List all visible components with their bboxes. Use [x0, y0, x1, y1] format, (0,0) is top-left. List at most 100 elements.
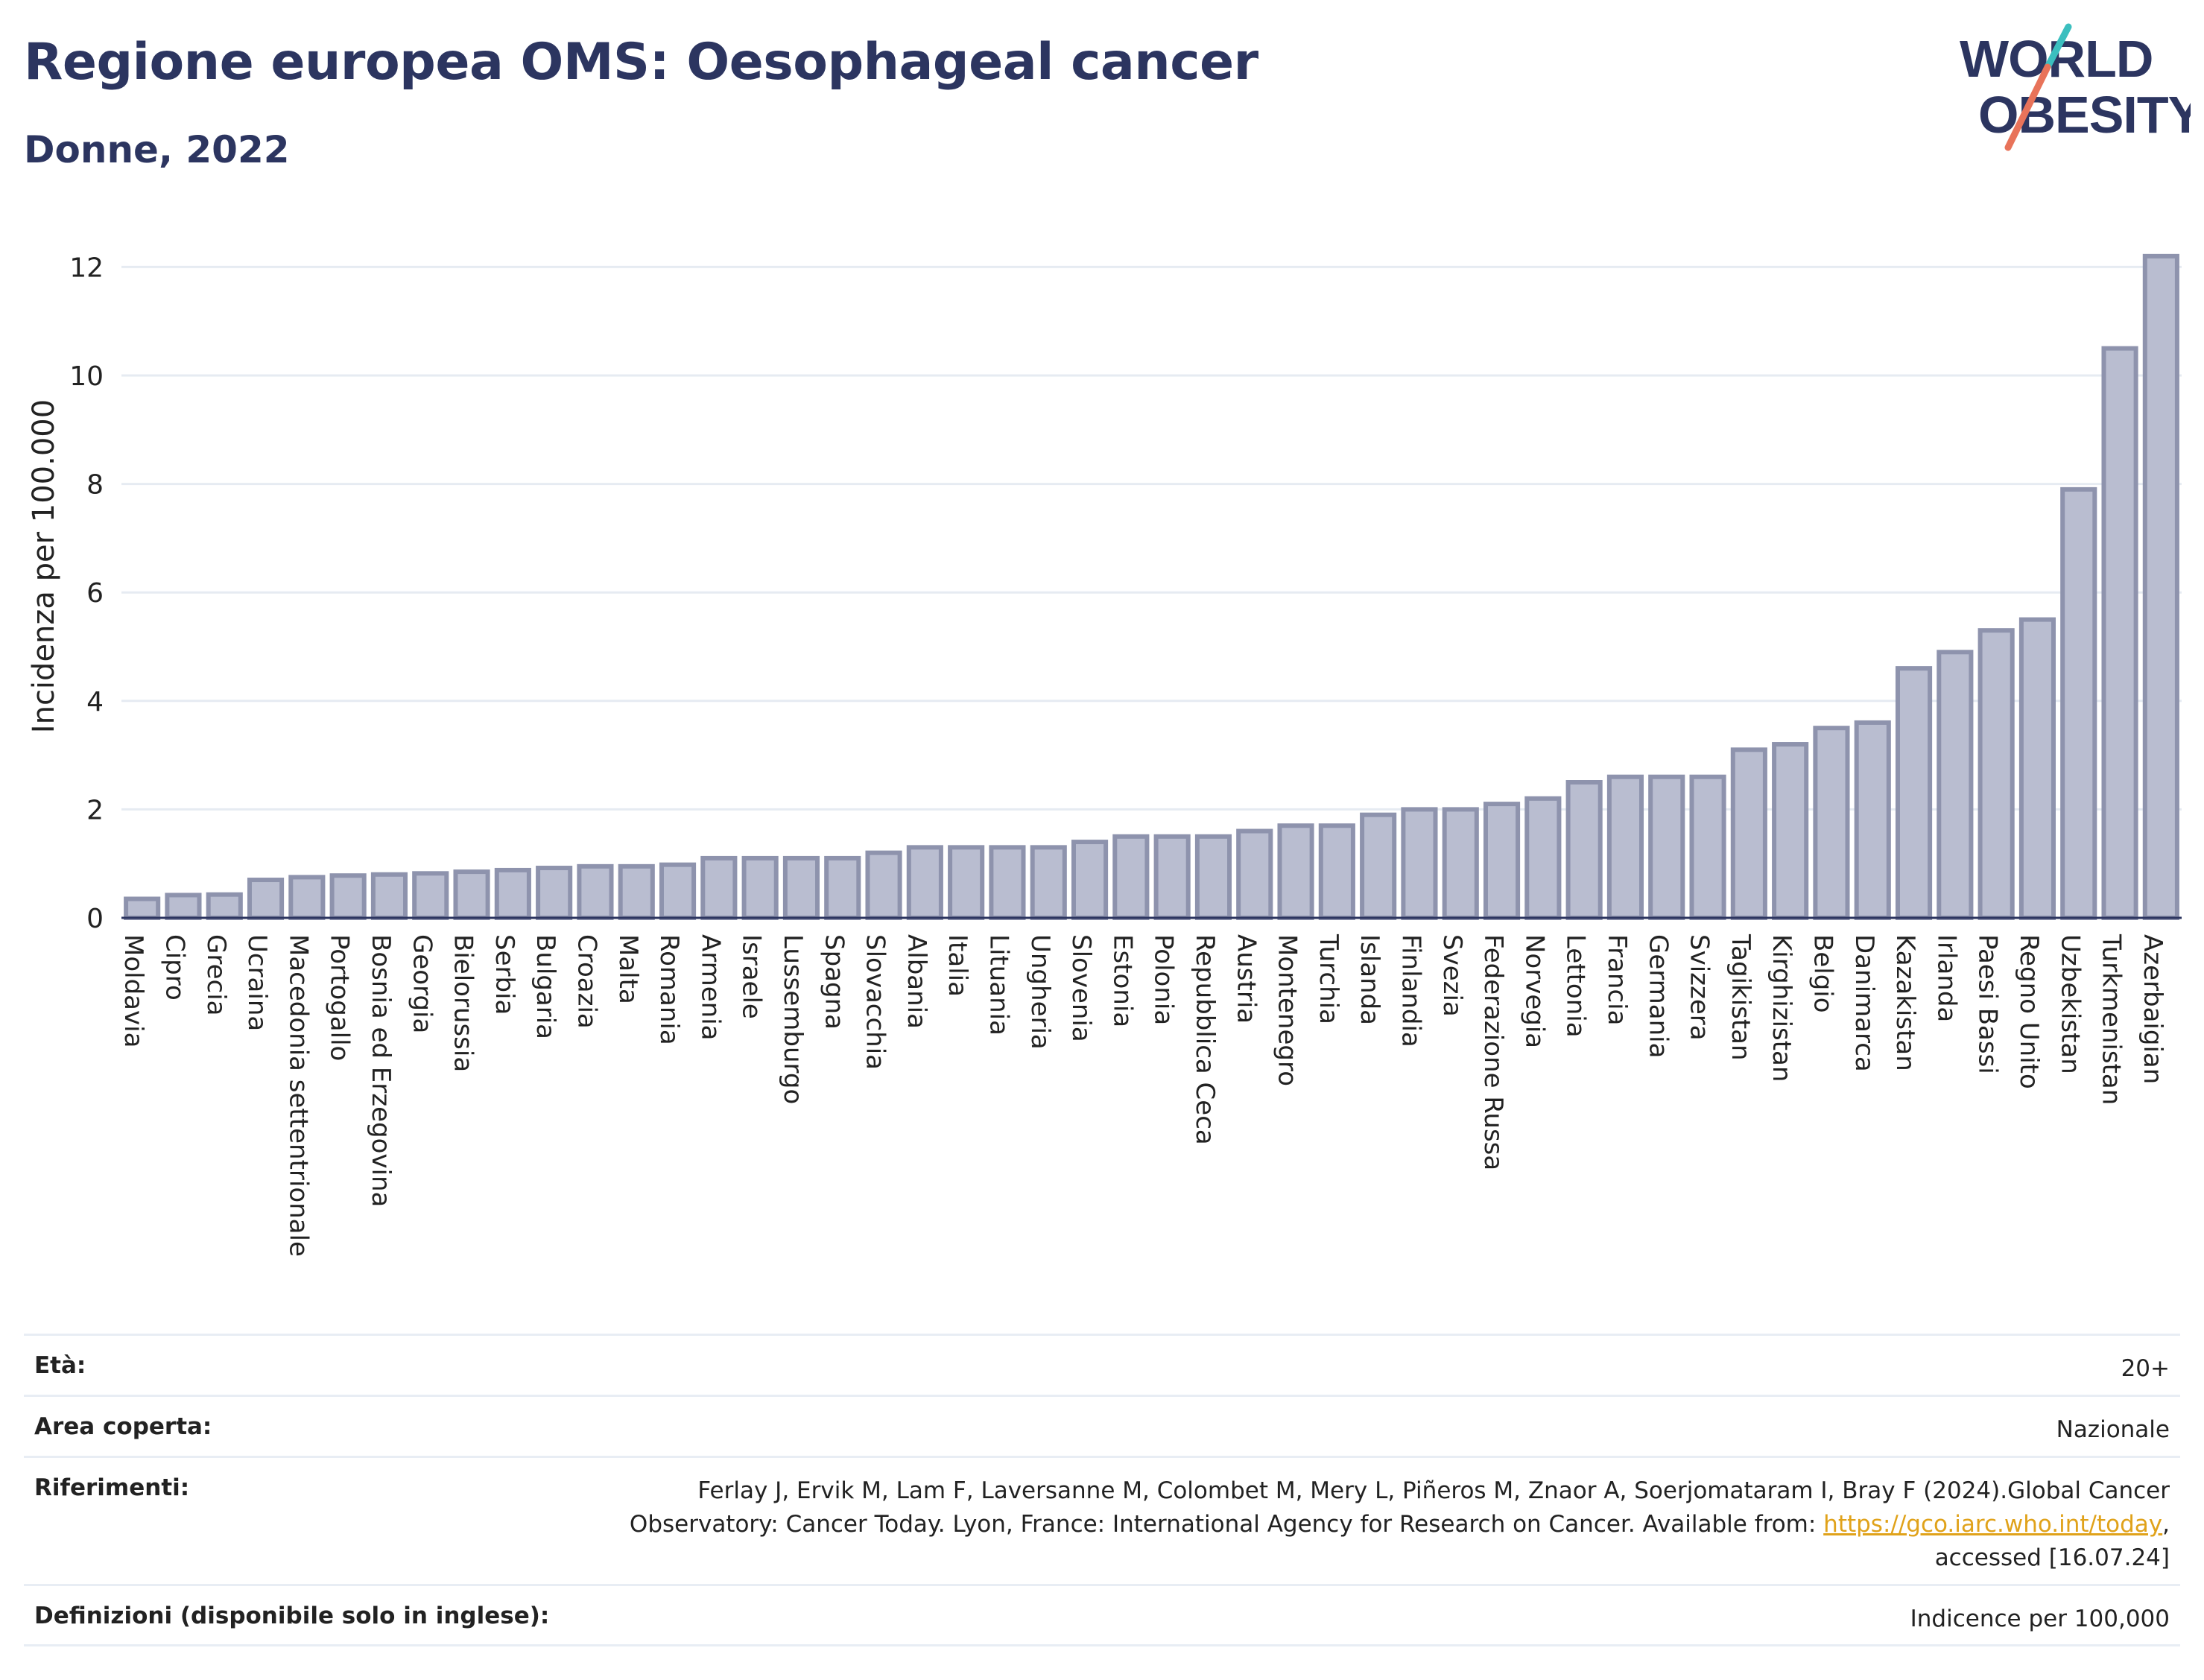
- y-tick-label: 6: [86, 578, 104, 609]
- x-tick-label: Ucraina: [242, 934, 272, 1031]
- x-tick-label: Belgio: [1808, 934, 1837, 1013]
- meta-value-definitions: Indicence per 100,000: [1910, 1605, 2170, 1632]
- x-tick-label: Bulgaria: [531, 934, 560, 1039]
- x-tick-label: Svezia: [1437, 934, 1467, 1017]
- bar: [618, 863, 655, 920]
- meta-row-area: Area coperta: Nazionale: [24, 1395, 2180, 1456]
- x-tick-label: Slovacchia: [861, 934, 890, 1070]
- x-tick-label: Albania: [902, 934, 931, 1029]
- bar: [288, 875, 326, 921]
- meta-value-references: Ferlay J, Ervik M, Lam F, Laversanne M, …: [630, 1474, 2170, 1575]
- y-tick-label: 0: [86, 904, 104, 934]
- meta-label-area: Area coperta:: [34, 1413, 212, 1440]
- x-tick-label: Islanda: [1355, 934, 1384, 1025]
- bar: [1606, 774, 1644, 920]
- bar: [577, 863, 614, 920]
- x-tick-label: Bielorussia: [449, 934, 478, 1072]
- bar: [1071, 840, 1109, 920]
- bar: [2060, 486, 2097, 920]
- bar: [536, 866, 573, 921]
- bar: [1854, 720, 1891, 920]
- meta-label-definitions: Definizioni (disponibile solo in inglese…: [34, 1603, 550, 1629]
- y-tick-label: 10: [69, 361, 104, 392]
- x-tick-label: Turkmenistan: [2097, 933, 2127, 1105]
- y-tick-label: 2: [86, 795, 104, 825]
- bar: [700, 855, 738, 921]
- bar: [1194, 834, 1232, 921]
- bar: [989, 845, 1026, 920]
- x-tick-label: Macedonia settentrionale: [283, 934, 313, 1257]
- x-tick-label: Paesi Bassi: [1973, 934, 2003, 1074]
- x-tick-label: Bosnia ed Erzegovina: [366, 934, 396, 1207]
- reference-line2: Observatory: Cancer Today. Lyon, France:…: [629, 1511, 1824, 1538]
- bar: [1483, 802, 1521, 920]
- y-tick-label: 8: [86, 470, 104, 501]
- bar: [412, 871, 449, 920]
- bar: [1360, 812, 1397, 921]
- reference-line2-end: ,: [2162, 1511, 2170, 1538]
- x-tick-label: Armenia: [695, 934, 725, 1041]
- x-tick-label: Svizzera: [1685, 934, 1714, 1041]
- x-tick-label: Grecia: [201, 934, 231, 1015]
- bar: [865, 850, 902, 921]
- meta-row-references: Riferimenti: Ferlay J, Ervik M, Lam F, L…: [24, 1456, 2180, 1584]
- x-tick-label: Georgia: [407, 934, 437, 1033]
- metadata-table: Età: 20+ Area coperta: Nazionale Riferim…: [24, 1334, 2180, 1646]
- bar: [2101, 346, 2138, 921]
- x-tick-label: Montenegro: [1273, 934, 1302, 1086]
- reference-line3: accessed [16.07.24]: [1934, 1544, 2170, 1571]
- bar: [906, 845, 943, 920]
- x-tick-labels: Moldavia Cipro Grecia Ucraina Macedonia sett…: [118, 933, 2167, 1257]
- y-tick-label: 12: [69, 253, 104, 283]
- x-tick-label: Portogallo: [325, 934, 355, 1061]
- bar: [453, 869, 490, 920]
- bar: [124, 896, 161, 921]
- y-tick-labels: 0 2 4 6 8 10 12: [69, 253, 104, 934]
- bar: [824, 855, 861, 921]
- meta-label-age: Età:: [34, 1352, 86, 1379]
- y-tick-label: 4: [86, 687, 104, 717]
- bar: [1030, 845, 1067, 920]
- bar: [782, 855, 820, 921]
- bar: [247, 878, 285, 921]
- bar: [1153, 834, 1191, 921]
- logo-line1: WORLD: [1960, 30, 2153, 88]
- x-tick-label: Malta: [613, 934, 643, 1004]
- x-tick-label: Tagikistan: [1726, 933, 1755, 1061]
- bar: [1895, 666, 1933, 920]
- x-tick-label: Ungheria: [1025, 934, 1055, 1050]
- x-tick-label: Romania: [654, 934, 684, 1045]
- logo-slash-bottom: [2004, 63, 2051, 151]
- x-tick-label: Regno Unito: [2014, 934, 2044, 1089]
- x-tick-label: Repubblica Ceca: [1190, 934, 1220, 1145]
- x-tick-label: Moldavia: [118, 934, 148, 1047]
- x-tick-label: Spagna: [819, 934, 849, 1030]
- reference-line1: Ferlay J, Ervik M, Lam F, Laversanne M, …: [697, 1477, 2170, 1504]
- x-tick-label: Austria: [1231, 934, 1261, 1024]
- x-tick-label: Turchia: [1314, 933, 1343, 1024]
- x-tick-label: Estonia: [1107, 934, 1137, 1027]
- x-tick-label: Polonia: [1149, 934, 1179, 1025]
- bar: [741, 855, 779, 921]
- meta-row-definitions: Definizioni (disponibile solo in inglese…: [24, 1584, 2180, 1646]
- x-tick-label: Lussemburgo: [778, 934, 808, 1104]
- reference-link[interactable]: https://gco.iarc.who.int/today: [1823, 1511, 2163, 1538]
- bar: [494, 867, 531, 921]
- x-tick-label: Croazia: [571, 934, 601, 1029]
- bar: [1401, 807, 1438, 921]
- bars: [124, 253, 2179, 921]
- x-tick-label: Italia: [943, 934, 972, 997]
- x-tick-label: Francia: [1602, 934, 1632, 1025]
- bar: [659, 862, 697, 921]
- chart-title: Regione europea OMS: Oesophageal cancer: [24, 33, 1258, 92]
- bar: [1565, 780, 1603, 920]
- bar: [1730, 747, 1767, 920]
- x-tick-label: Germania: [1643, 934, 1673, 1058]
- bar: [1977, 628, 2015, 920]
- x-tick-label: Norvegia: [1519, 934, 1549, 1048]
- x-tick-label: Kazakistan: [1890, 934, 1920, 1071]
- logo-slash-top: [2044, 23, 2072, 71]
- meta-value-area: Nazionale: [2056, 1416, 2170, 1443]
- x-tick-label: Azerbaigian: [2138, 934, 2167, 1084]
- x-tick-label: Danimarca: [1849, 934, 1879, 1072]
